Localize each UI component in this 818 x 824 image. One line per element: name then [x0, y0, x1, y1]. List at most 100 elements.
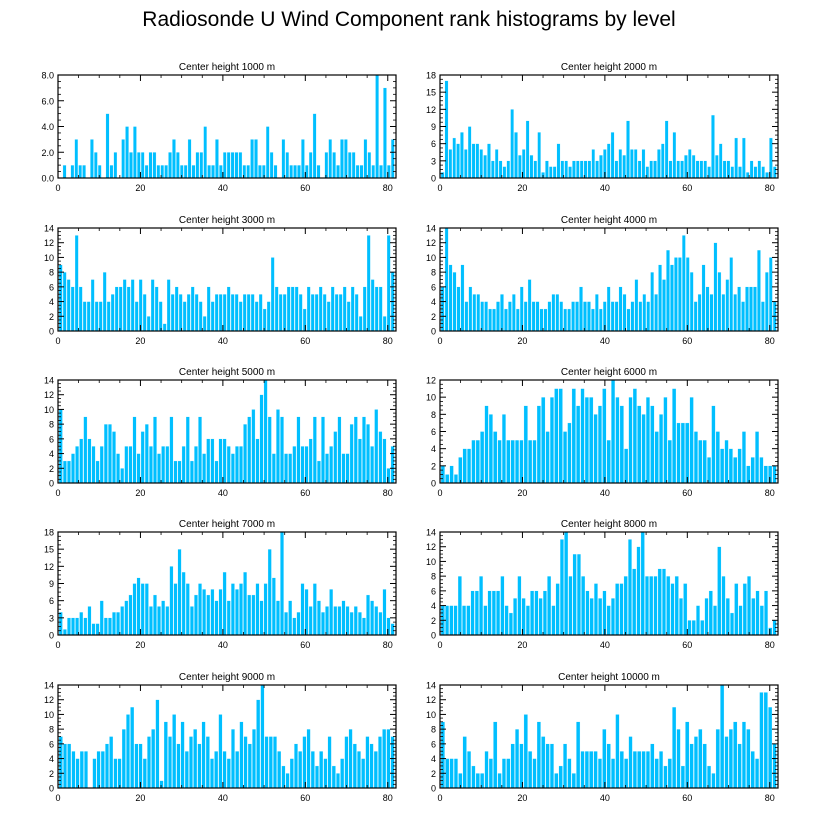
x-tick-label: 0	[437, 640, 442, 650]
y-tick-label: 2	[431, 312, 436, 322]
histogram-bar	[623, 575, 628, 636]
y-tick-label: 15	[426, 88, 436, 98]
histogram-bar	[610, 598, 615, 636]
histogram-bar	[713, 242, 718, 332]
histogram-bar	[140, 583, 145, 636]
histogram-bar	[276, 409, 280, 484]
y-tick-label: 0	[49, 784, 54, 794]
histogram-bar	[113, 758, 118, 789]
histogram-bar	[567, 758, 572, 789]
histogram-bar	[663, 765, 668, 789]
histogram-bar	[308, 152, 313, 179]
histogram-bar	[78, 164, 82, 179]
histogram-bar	[181, 446, 186, 484]
histogram-bar	[75, 446, 80, 484]
histogram-bar	[152, 152, 157, 179]
histogram-bar	[715, 728, 720, 789]
histogram-bar	[110, 294, 115, 332]
histogram-bar	[589, 751, 594, 789]
histogram-bar	[733, 457, 738, 484]
histogram-bar	[308, 438, 313, 484]
histogram-bar	[554, 388, 559, 484]
histogram-bar	[100, 751, 105, 789]
histogram-bar	[288, 600, 293, 636]
histogram-bar	[624, 448, 629, 484]
histogram-bar	[721, 294, 726, 332]
histogram-bar	[598, 598, 603, 636]
histogram-bar	[464, 149, 468, 179]
histogram-bar	[572, 160, 576, 179]
histogram-bar	[151, 728, 156, 789]
histogram-bar	[75, 758, 80, 789]
histogram-bar	[595, 160, 599, 179]
histogram-bar	[510, 439, 515, 484]
histogram-bar	[312, 416, 317, 484]
histogram-bar	[496, 590, 501, 636]
histogram-bar	[615, 714, 620, 789]
histogram-bar	[487, 143, 491, 179]
histogram-bar	[79, 751, 84, 789]
x-tick-label: 60	[682, 793, 692, 803]
histogram-bar	[497, 773, 502, 789]
histogram-bar	[555, 294, 560, 332]
histogram-bar	[449, 605, 454, 636]
histogram-bar	[58, 611, 63, 636]
histogram-bar	[140, 152, 145, 179]
y-tick-label: 2	[431, 769, 436, 779]
histogram-bar	[271, 453, 276, 484]
histogram-bar	[352, 743, 357, 789]
histogram-bar	[611, 379, 616, 484]
histogram-bar	[632, 388, 637, 484]
histogram-bar	[71, 617, 75, 636]
panel-title: Center height 2000 m	[561, 62, 657, 73]
histogram-bar	[300, 583, 305, 636]
histogram-bar	[545, 160, 549, 179]
x-tick-label: 80	[765, 336, 775, 346]
histogram-bar	[310, 294, 315, 332]
histogram-bar	[300, 446, 305, 484]
histogram-bar	[691, 154, 696, 179]
histogram-bar	[177, 549, 182, 636]
histogram-bar	[259, 600, 264, 636]
y-tick-label: 10	[44, 710, 54, 720]
histogram-bar	[593, 583, 598, 636]
histogram-bar	[493, 721, 498, 789]
histogram-bar	[379, 164, 383, 179]
histogram-bar	[113, 152, 118, 179]
histogram-bar	[247, 416, 252, 484]
histogram-bar	[337, 416, 342, 484]
histogram-bar	[699, 160, 704, 179]
histogram-bar	[494, 149, 499, 179]
histogram-bar	[576, 405, 581, 484]
histogram-bar	[456, 143, 460, 179]
histogram-bar	[764, 271, 769, 332]
histogram-bar	[672, 132, 677, 179]
histogram-bar	[202, 453, 207, 484]
histogram-bar	[627, 539, 632, 636]
histogram-bar	[109, 164, 114, 179]
histogram-bar	[475, 773, 480, 789]
y-tick-label: 2	[49, 312, 54, 322]
histogram-bar	[674, 575, 679, 636]
histogram-bar	[737, 743, 742, 789]
histogram-panel-7: Center height 7000 m 0 3 6 9 12 15 18 0 20 40 60 80	[44, 519, 397, 650]
y-tick-label: 4	[49, 297, 54, 307]
histogram-bar	[118, 286, 123, 332]
histogram-bar	[170, 294, 175, 332]
histogram-bar	[518, 154, 522, 179]
histogram-bar	[201, 721, 206, 789]
histogram-bar	[517, 575, 522, 636]
x-tick-label: 40	[218, 793, 228, 803]
histogram-bar	[575, 301, 579, 332]
histogram-bar	[487, 590, 492, 636]
histogram-bar	[664, 120, 669, 179]
histogram-bar	[318, 286, 323, 332]
histogram-bar	[755, 590, 760, 636]
x-tick-label: 40	[218, 183, 228, 193]
histogram-bar	[474, 590, 479, 636]
histogram-bar	[576, 553, 581, 636]
histogram-bar	[733, 721, 738, 789]
histogram-bar	[728, 448, 733, 484]
histogram-bar	[640, 531, 645, 636]
histogram-bar	[614, 301, 619, 332]
